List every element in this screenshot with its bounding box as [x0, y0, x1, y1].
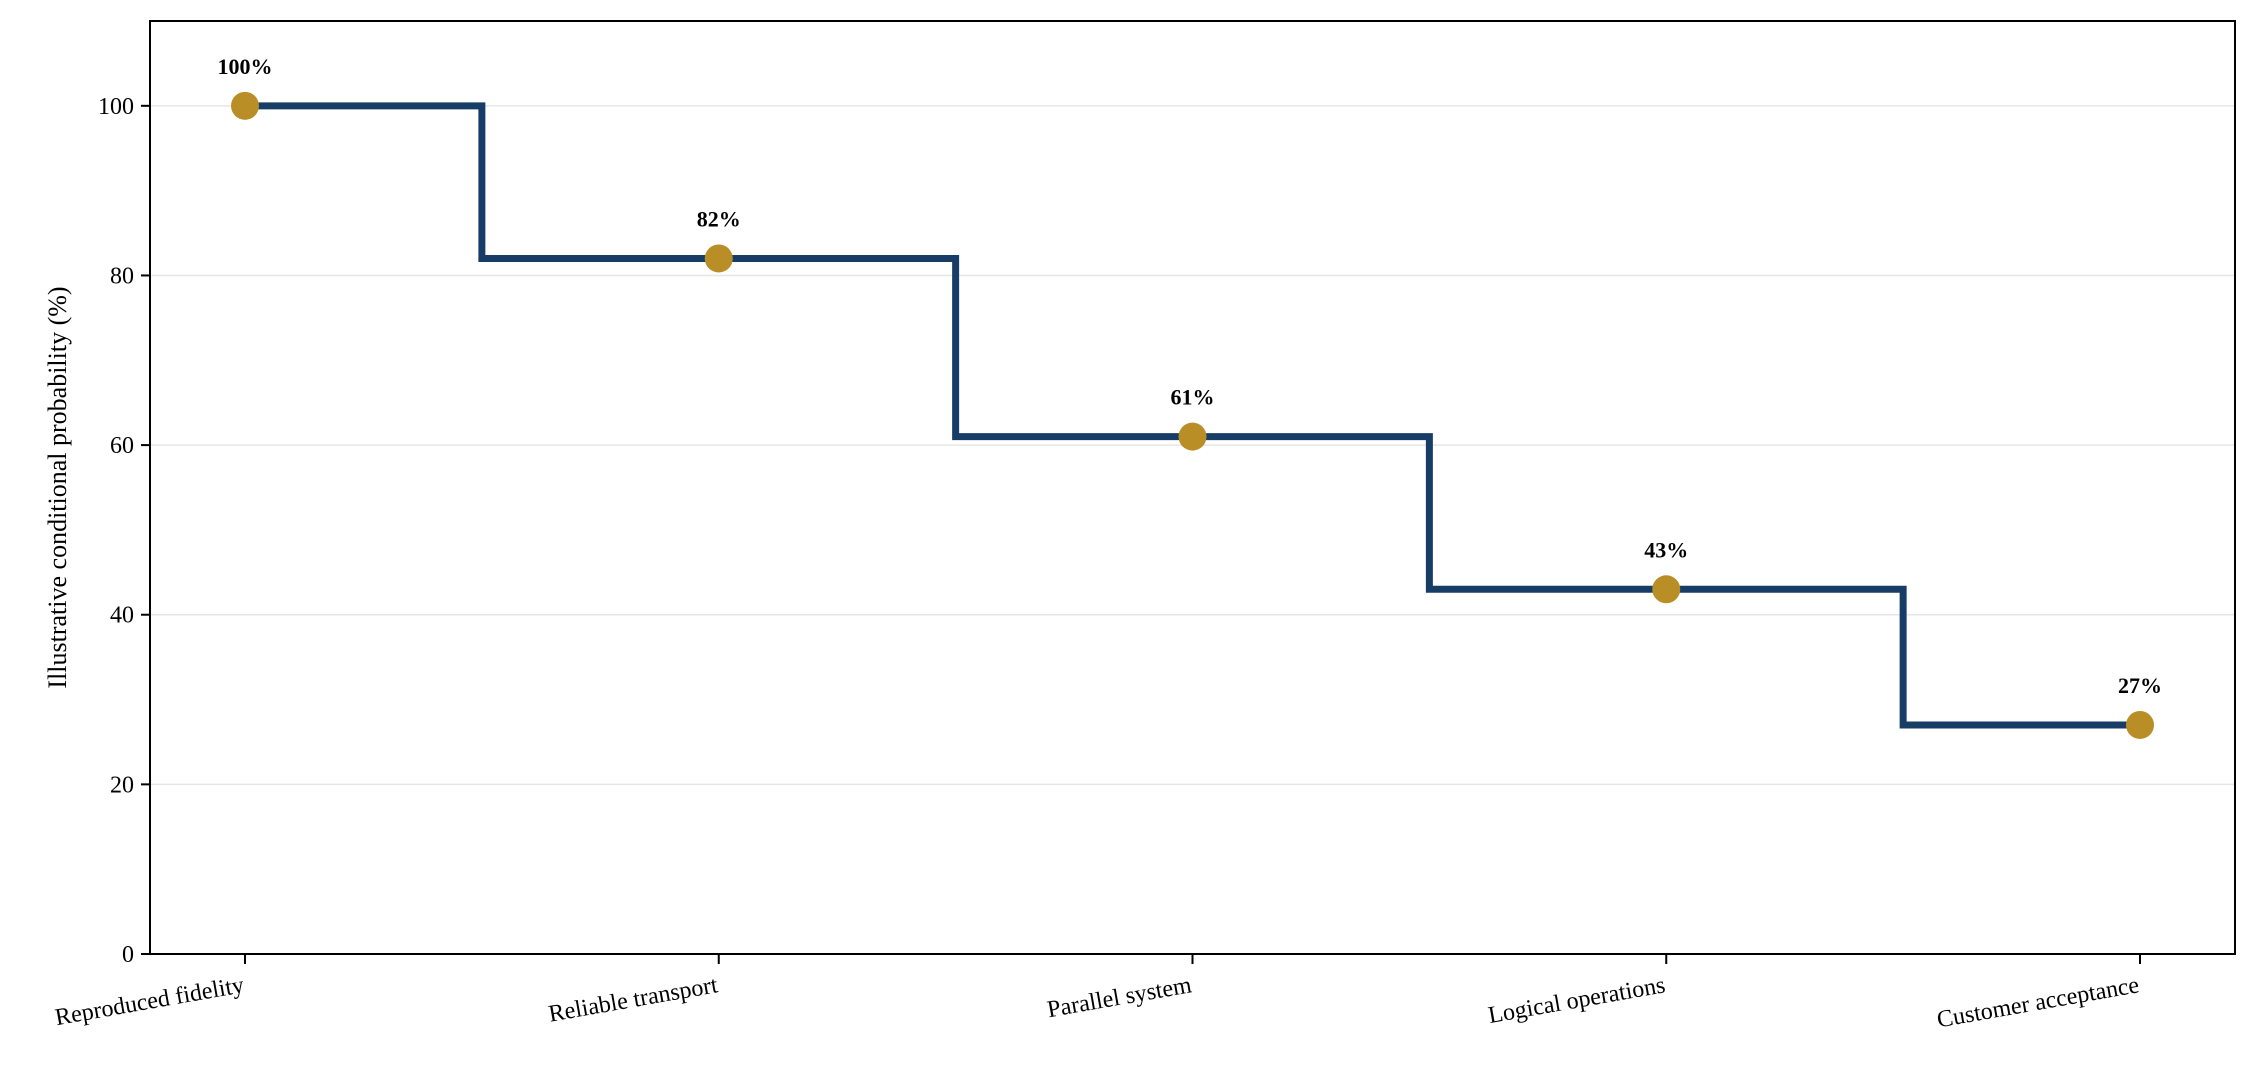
- data-label-2: 61%: [1171, 385, 1215, 410]
- y-tick-label-4: 80: [110, 263, 134, 289]
- axes: [149, 20, 2236, 955]
- x-tick-label-0: Reproduced fidelity: [53, 972, 246, 1031]
- y-tick-label-2: 40: [110, 603, 134, 629]
- x-tick-label-1: Reliable transport: [547, 972, 721, 1027]
- data-label-3: 43%: [1644, 537, 1688, 562]
- data-point-0: [231, 91, 259, 120]
- y-tick-label-5: 100: [98, 94, 134, 120]
- data-label-1: 82%: [697, 206, 741, 231]
- y-axis-label: Illustrative conditional probability (%): [43, 286, 72, 688]
- y-tick-label-0: 0: [122, 942, 134, 968]
- data-point-4: [2126, 710, 2154, 739]
- plot-frame: [149, 20, 2236, 955]
- x-tick-label-3: Logical operations: [1486, 972, 1667, 1029]
- step-line: [245, 102, 2140, 729]
- series-layer: 100% 82% 61% 43% 27%: [218, 54, 2162, 739]
- x-tick-label-2: Parallel system: [1045, 972, 1194, 1023]
- data-label-4: 27%: [2118, 673, 2162, 698]
- y-axis-ticks: 0 20 40 60 80 100: [98, 94, 150, 968]
- x-tick-label-4: Customer acceptance: [1935, 972, 2141, 1033]
- data-point-2: [1178, 422, 1207, 451]
- data-point-1: [704, 244, 733, 273]
- data-label-0: 100%: [218, 54, 273, 79]
- y-tick-label-3: 60: [110, 433, 134, 459]
- data-point-3: [1652, 575, 1681, 604]
- x-axis-ticks: Reproduced fidelity Reliable transport Par…: [53, 954, 2141, 1033]
- y-tick-label-1: 20: [110, 772, 134, 798]
